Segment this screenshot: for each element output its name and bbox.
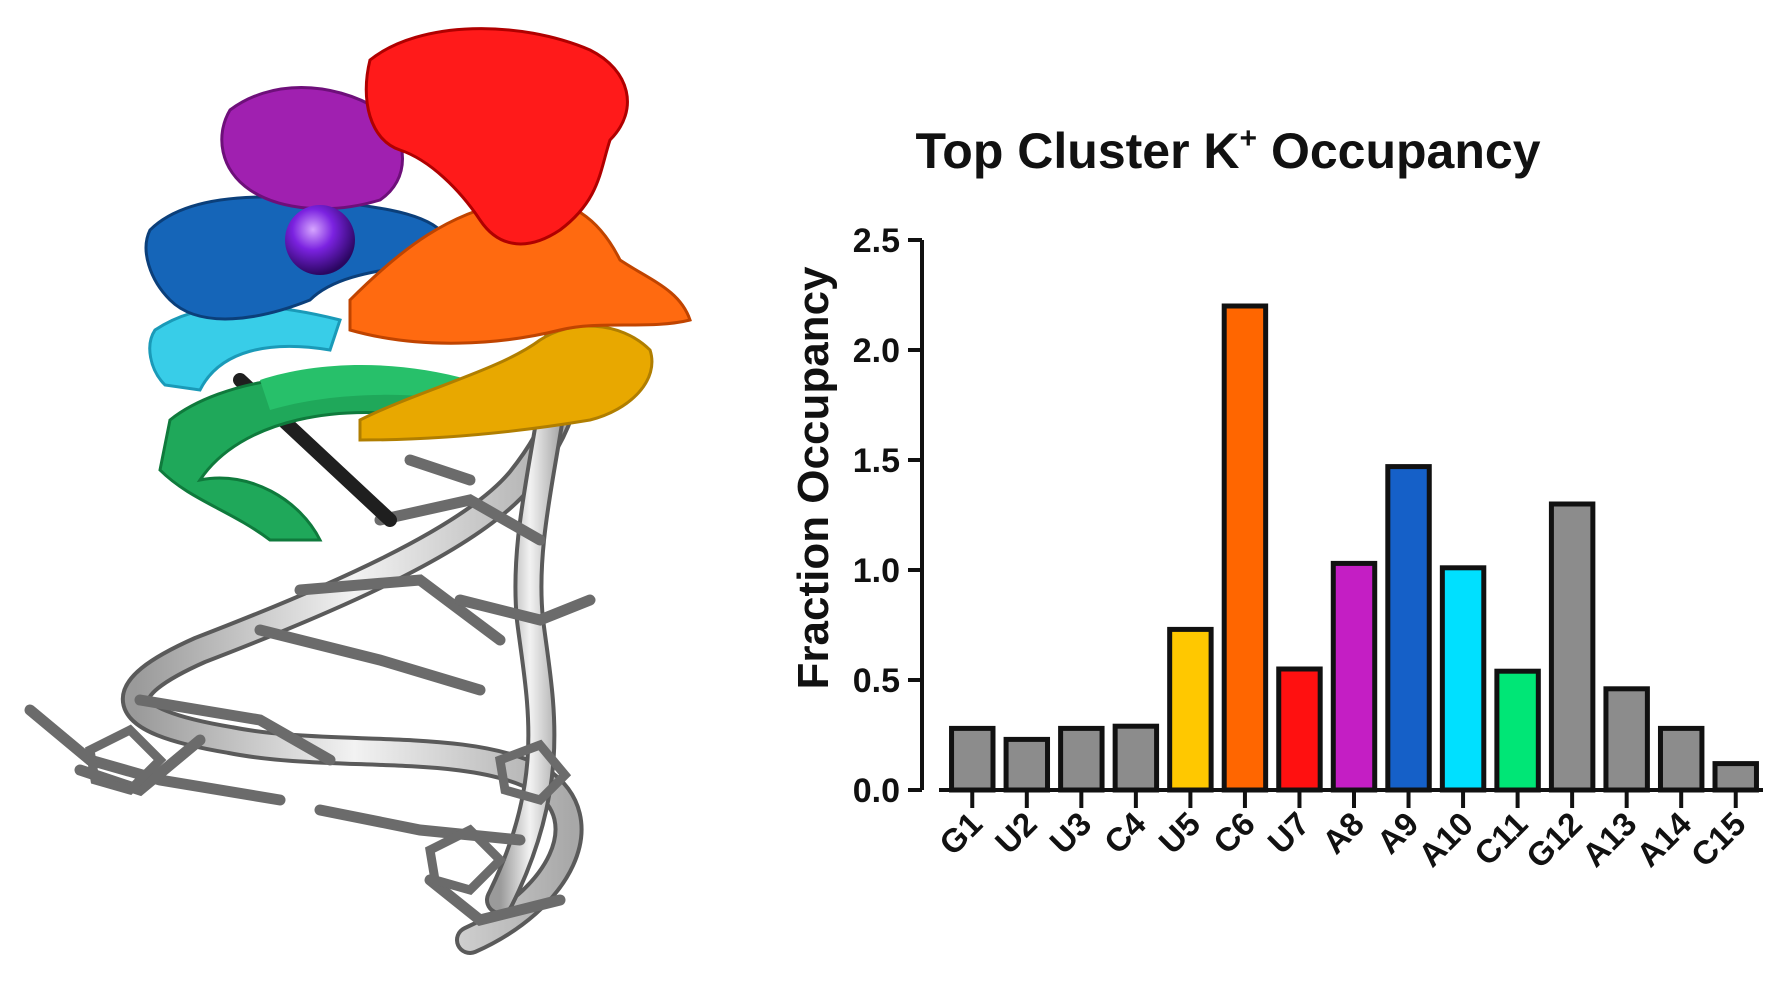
y-tick-label: 0.0: [853, 772, 900, 810]
bar-a8: [1330, 560, 1378, 793]
bars: [949, 303, 1759, 793]
x-tick-label: C4: [1097, 804, 1153, 860]
x-tick-label: G12: [1519, 805, 1589, 875]
rna-structure-image: [24, 27, 692, 955]
y-axis: 0.0 0.5 1.0 1.5 2.0 2.5: [853, 222, 924, 810]
x-tick-label: G1: [932, 805, 989, 862]
bar-c4: [1112, 723, 1160, 793]
x-tick-label: A8: [1315, 805, 1371, 861]
x-tick-label: C6: [1206, 805, 1262, 861]
red-bases: [364, 27, 629, 246]
x-tick-label: U3: [1042, 805, 1098, 861]
bar-c6: [1221, 303, 1269, 793]
green-bases: [158, 365, 470, 542]
bar-g12: [1548, 501, 1596, 793]
grey-bases: [24, 454, 596, 926]
bar-a14: [1657, 725, 1705, 793]
y-tick-label: 1.5: [853, 442, 900, 480]
bar-a10: [1439, 565, 1487, 793]
x-tick-label: U7: [1260, 805, 1316, 861]
bar-u7: [1276, 666, 1323, 793]
bar-a13: [1603, 686, 1650, 793]
x-tick-label: U5: [1151, 805, 1207, 861]
bar-a9: [1385, 464, 1432, 793]
bar-c15: [1712, 761, 1759, 793]
y-axis-label: Fraction Occupancy: [789, 266, 838, 690]
chart-title: Top Cluster K+ Occupancy: [915, 122, 1540, 179]
bar-g1: [949, 725, 996, 793]
x-tick-label: C15: [1684, 805, 1753, 874]
bar-u3: [1058, 725, 1105, 793]
y-tick-label: 1.0: [853, 552, 900, 590]
x-tick-label: C11: [1467, 805, 1535, 873]
potassium-ion: [285, 205, 355, 275]
yellow-bases: [358, 324, 654, 442]
bar-c11: [1494, 668, 1541, 793]
magenta-bases: [220, 86, 404, 211]
y-tick-label: 2.5: [853, 222, 900, 260]
y-tick-label: 2.0: [853, 332, 900, 370]
x-tick-label: A10: [1411, 805, 1480, 874]
bar-chart: Top Cluster K+ Occupancy Fraction Occupa…: [789, 122, 1763, 875]
y-tick-label: 0.5: [853, 662, 900, 700]
bar-u2: [1003, 736, 1051, 793]
x-tick-label: A13: [1575, 805, 1644, 874]
bar-u5: [1167, 626, 1214, 793]
x-tick-label: U2: [988, 805, 1044, 861]
x-tick-label: A14: [1629, 804, 1698, 873]
